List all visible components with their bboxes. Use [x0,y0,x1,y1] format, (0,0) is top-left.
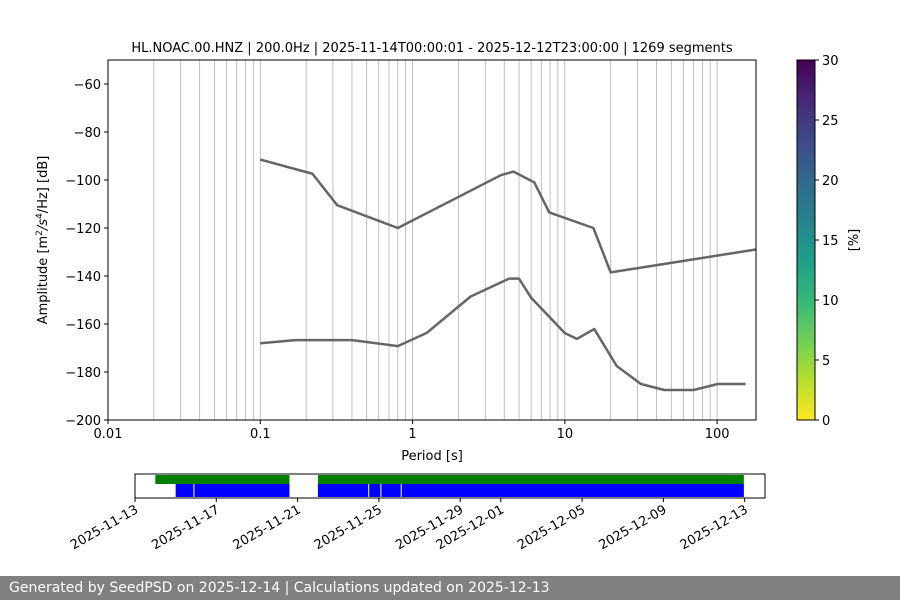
x-tick-label: 0.1 [250,427,271,442]
grid-lines [107,60,718,420]
date-tick-label: 2025-12-09 [596,502,669,553]
noise-models [259,158,757,392]
high-noise-model-line [259,158,757,274]
timeline-frame [134,473,766,499]
colorbar: 0 5 10 15 20 25 30 [%] [796,54,862,429]
low-noise-model-line [260,277,746,392]
y-tick-label: −140 [65,270,101,285]
date-tick-label: 2025-11-21 [231,502,304,553]
colorbar-tick-label: 0 [822,414,830,429]
y-axis-ticks: −200 −180 −160 −140 −120 −100 −80 −60 [65,78,108,429]
x-tick-label: 100 [705,427,730,442]
processed-segment-bar [175,484,290,497]
colorbar-tick-label: 5 [822,354,830,369]
y-tick-label: −200 [65,414,101,429]
y-axis-label: Amplitude [m2/s4/Hz] [dB] [35,156,51,325]
x-axis-ticks: 0.01 0.1 1 10 100 [94,420,730,442]
y-tick-label: −180 [65,366,101,381]
x-tick-label: 0.01 [94,427,123,442]
colorbar-tick-label: 20 [822,174,839,189]
y-tick-label: −160 [65,318,101,333]
x-axis-label: Period [s] [401,449,463,464]
date-tick-label: 2025-12-13 [678,502,751,553]
data-availability-timeline: 2025-11-13 2025-11-17 2025-11-21 2025-11-25… [68,473,766,553]
available-data-bar [317,475,744,484]
processed-segment-bar [317,484,744,497]
y-tick-label: −80 [74,126,101,141]
footer-text: Generated by SeedPSD on 2025-12-14 | Cal… [0,576,900,600]
colorbar-tick-label: 25 [822,114,839,129]
colorbar-label: [%] [847,229,862,252]
date-tick-label: 2025-12-05 [515,502,588,553]
y-tick-label: −120 [65,222,101,237]
colorbar-tick-label: 15 [822,234,839,249]
psd-chart: HL.NOAC.00.HNZ | 200.0Hz | 2025-11-14T00… [35,41,757,464]
date-tick-label: 2025-11-25 [312,502,385,553]
timeline-date-ticks: 2025-11-13 2025-11-17 2025-11-21 2025-11-25… [68,498,751,553]
colorbar-tick-label: 30 [822,54,839,69]
x-tick-label: 1 [408,427,416,442]
available-data-bar [155,475,290,484]
date-tick-label: 2025-11-13 [68,502,141,553]
y-tick-label: −60 [74,78,101,93]
x-tick-label: 10 [557,427,574,442]
date-tick-label: 2025-11-17 [149,502,222,553]
timeline-bars [155,475,744,497]
colorbar-gradient [796,59,816,421]
colorbar-ticks: 0 5 10 15 20 25 30 [815,54,839,429]
chart-title: HL.NOAC.00.HNZ | 200.0Hz | 2025-11-14T00… [131,41,733,56]
plot-frame [107,59,757,421]
colorbar-tick-label: 10 [822,294,839,309]
y-tick-label: −100 [65,174,101,189]
